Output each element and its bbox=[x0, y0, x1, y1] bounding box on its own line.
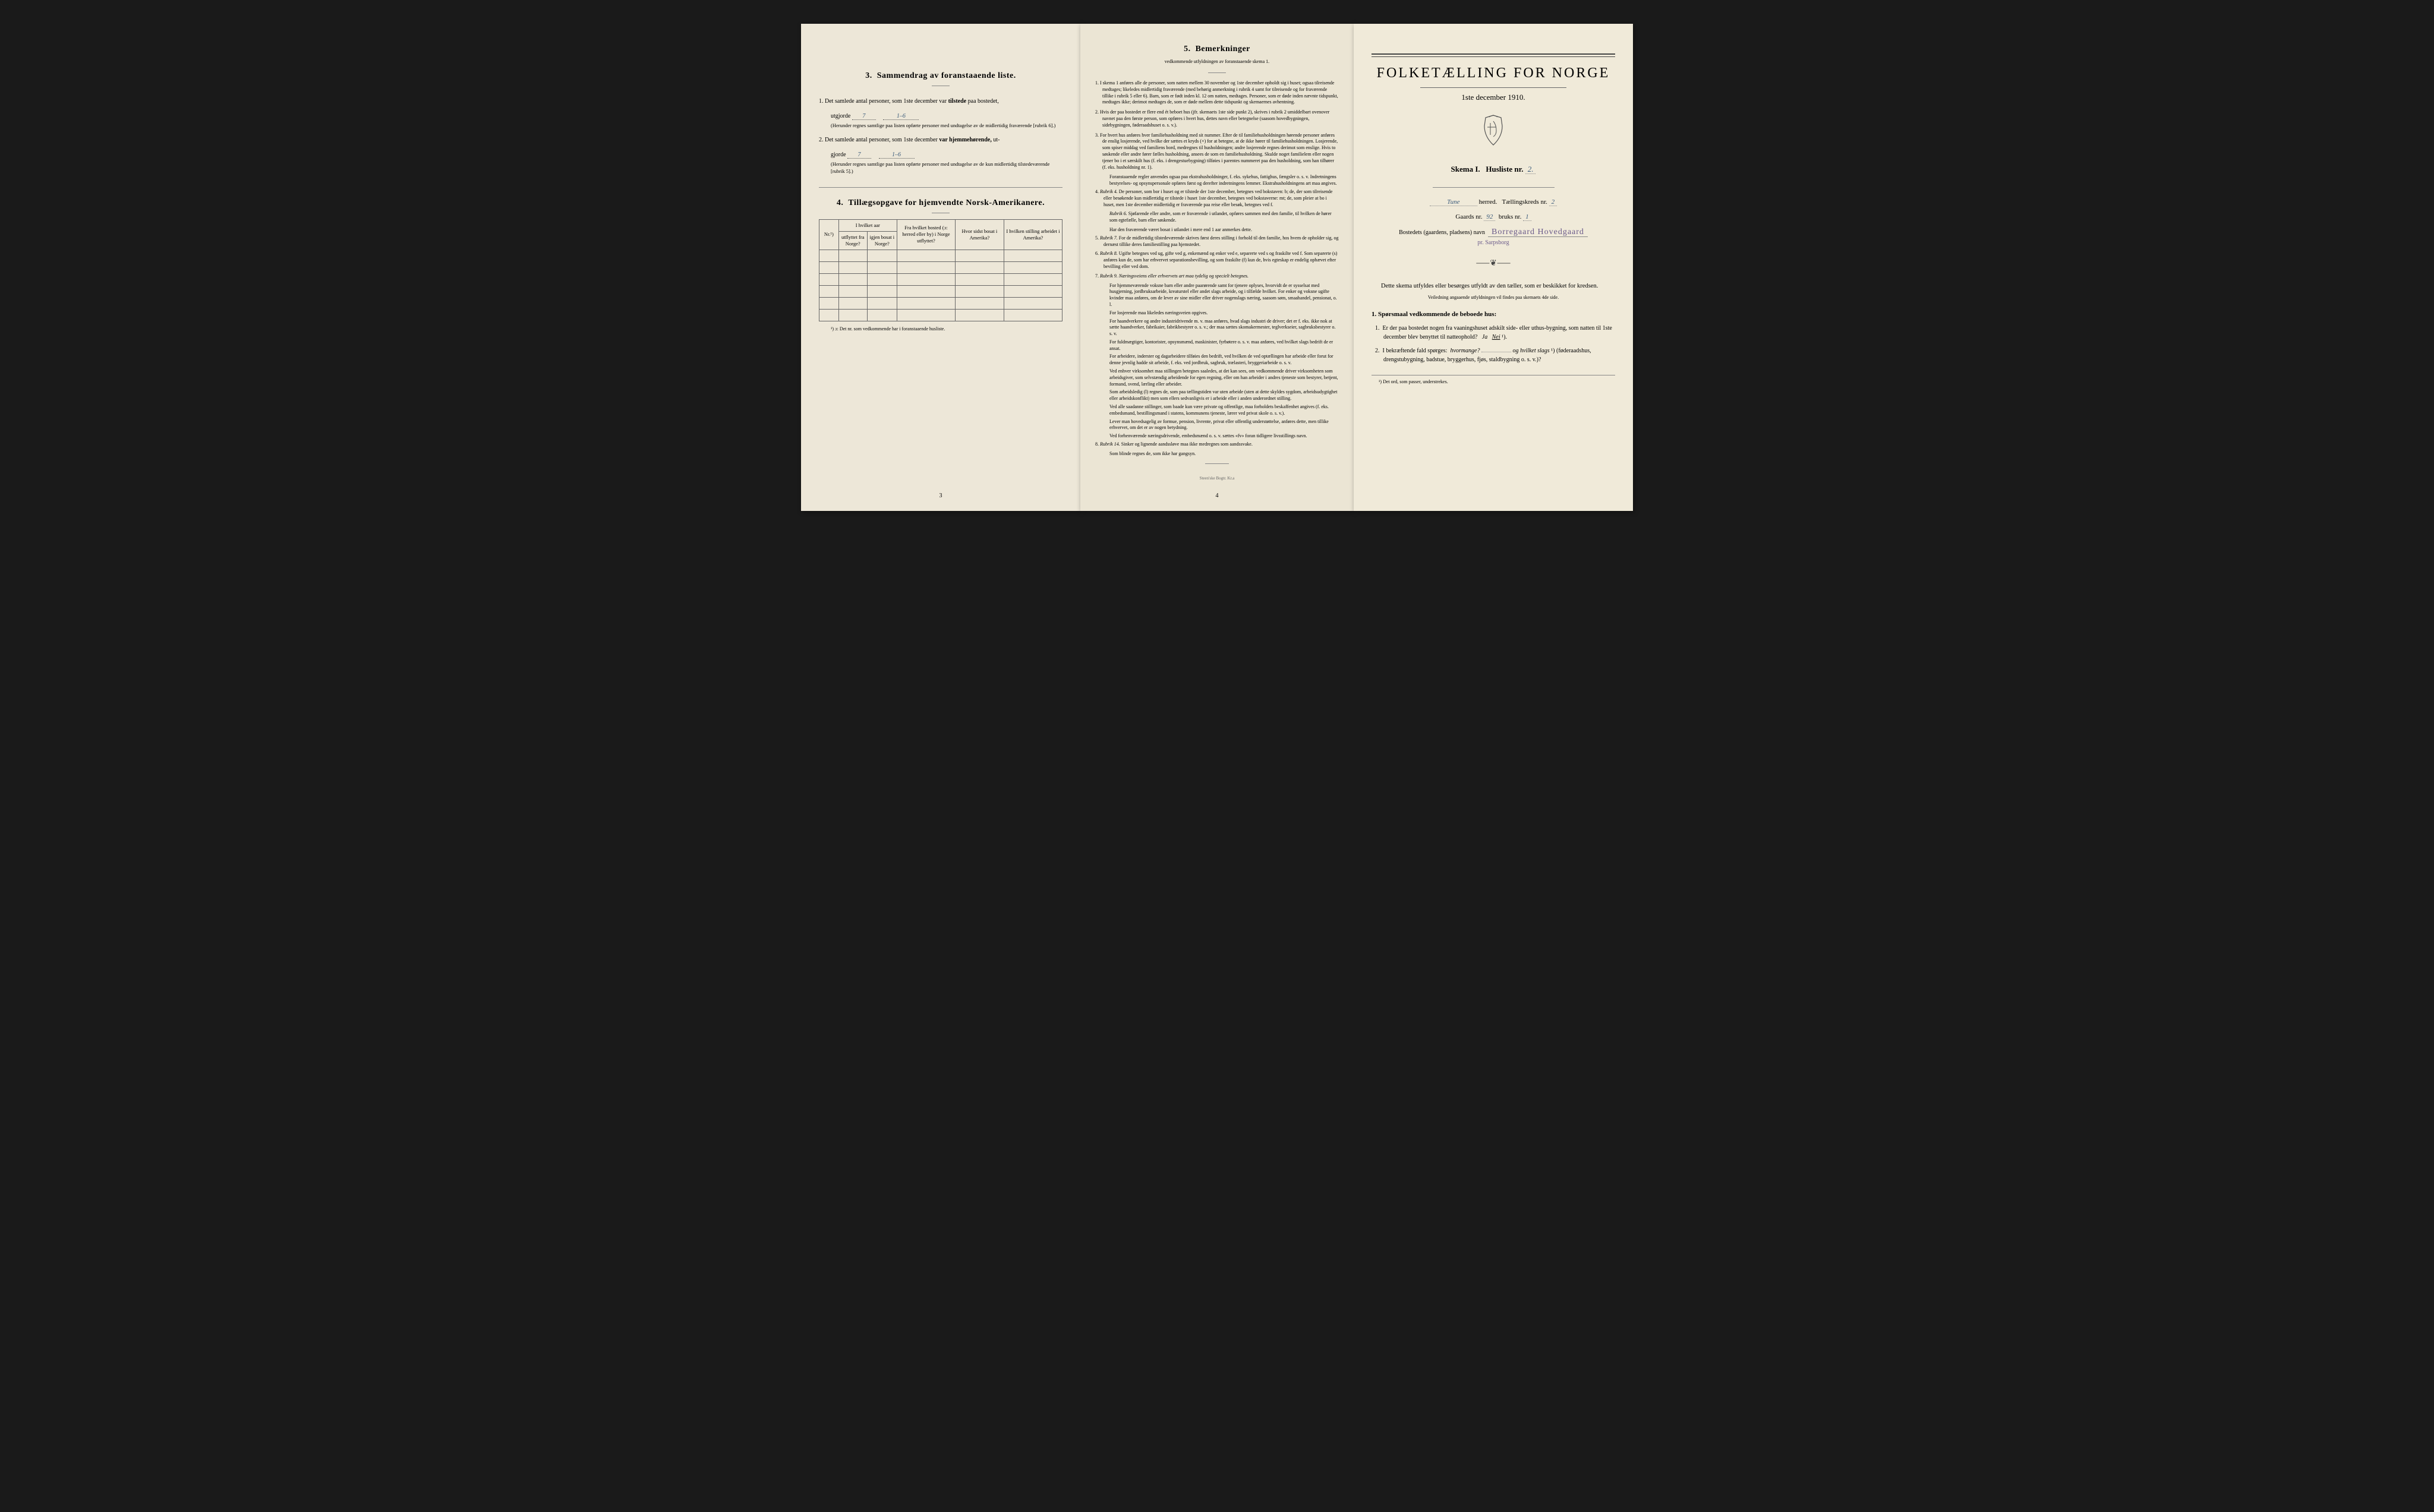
table-row bbox=[819, 273, 1062, 285]
printer-mark: Steen'ske Bogtr. Kr.a bbox=[1095, 476, 1339, 481]
item-1: 1. Det samlede antal personer, som 1ste … bbox=[819, 97, 1062, 106]
section-3-title: 3. Sammendrag av foranstaaende liste. bbox=[819, 71, 1062, 81]
page-1: FOLKETÆLLING FOR NORGE 1ste december 191… bbox=[1354, 24, 1633, 511]
bosted-sub: pr. Sarpsborg bbox=[1372, 239, 1615, 246]
question-1: 1. Er der paa bostedet nogen fra vaaning… bbox=[1372, 324, 1615, 342]
table-row bbox=[819, 250, 1062, 261]
item-2: 2. Det samlede antal personer, som 1ste … bbox=[819, 135, 1062, 144]
census-document: 3. Sammendrag av foranstaaende liste. 1.… bbox=[801, 24, 1633, 511]
table-footnote: ¹) ɔ: Det nr. som vedkommende har i fora… bbox=[819, 326, 1062, 332]
ornament-icon: ⸺❦⸺ bbox=[1372, 257, 1615, 269]
page-number-4: 4 bbox=[1216, 493, 1219, 499]
footnote: ¹) Det ord, som passer, understrekes. bbox=[1372, 375, 1615, 384]
item-1-paren: (Herunder regnes samtlige paa listen opf… bbox=[819, 122, 1062, 130]
coat-of-arms-icon bbox=[1372, 114, 1615, 150]
instruction-note: Veiledning angaaende utfyldningen vil fi… bbox=[1372, 295, 1615, 300]
bemerkninger-list: 1. I skema 1 anføres alle de personer, s… bbox=[1095, 80, 1339, 457]
section-4-title: 4. Tillægsopgave for hjemvendte Norsk-Am… bbox=[819, 198, 1062, 208]
skema-line: Skema I. Husliste nr. 2. bbox=[1372, 165, 1615, 174]
section-5-subtitle: vedkommende utfyldningen av foranstaaend… bbox=[1095, 59, 1339, 64]
page-3: 3. Sammendrag av foranstaaende liste. 1.… bbox=[801, 24, 1080, 511]
item-1-value-line: utgjorde 7 1–6 bbox=[819, 113, 1062, 120]
table-row bbox=[819, 297, 1062, 309]
question-section-title: 1. Spørsmaal vedkommende de beboede hus: bbox=[1372, 311, 1615, 318]
main-title: FOLKETÆLLING FOR NORGE bbox=[1372, 65, 1615, 81]
table-row bbox=[819, 309, 1062, 321]
instruction-text: Dette skema utfyldes eller besørges utfy… bbox=[1372, 282, 1615, 291]
gaards-line: Gaards nr. 92 bruks nr. 1 bbox=[1372, 213, 1615, 220]
herred-line: Tune herred. Tællingskreds nr. 2 bbox=[1372, 198, 1615, 206]
page-number-3: 3 bbox=[939, 493, 942, 499]
question-2: 2. I bekræftende fald spørges: hvormange… bbox=[1372, 346, 1615, 364]
table-row bbox=[819, 261, 1062, 273]
amerikanere-table: Nr.¹) I hvilket aar Fra hvilket bosted (… bbox=[819, 219, 1062, 321]
table-row bbox=[819, 285, 1062, 297]
section-5-title: 5. Bemerkninger bbox=[1095, 45, 1339, 54]
page-4: 5. Bemerkninger vedkommende utfyldningen… bbox=[1080, 24, 1354, 511]
item-2-paren: (Herunder regnes samtlige paa listen opf… bbox=[819, 161, 1062, 175]
bosted-line: Bostedets (gaardens, pladsens) navn Borr… bbox=[1372, 228, 1615, 237]
census-date: 1ste december 1910. bbox=[1372, 93, 1615, 102]
item-2-value-line: gjorde 7 1–6 bbox=[819, 151, 1062, 159]
